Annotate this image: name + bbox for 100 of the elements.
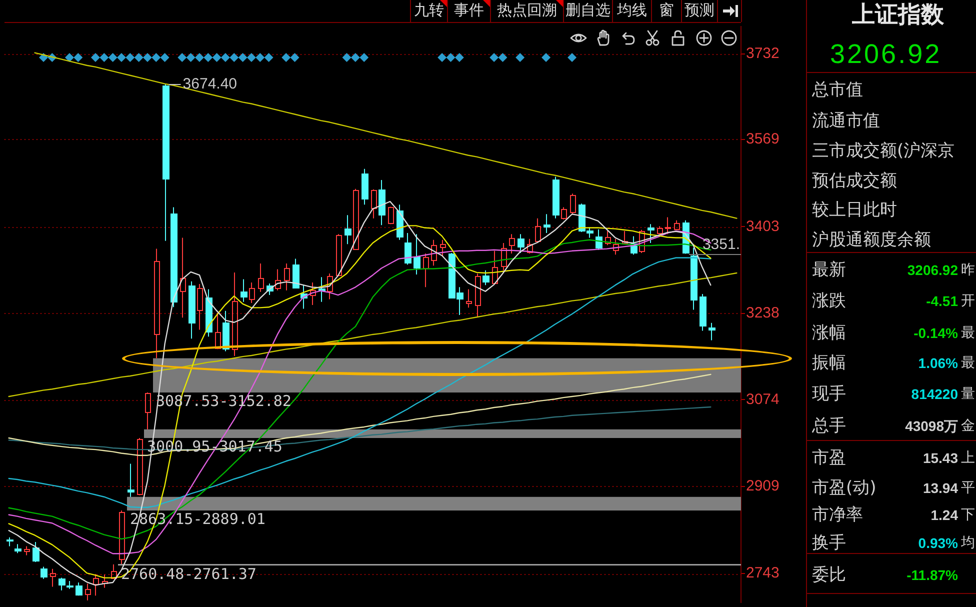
candlestick [180, 237, 186, 318]
candlestick [440, 239, 446, 258]
text: 三市成交额(沪深京 [812, 140, 955, 163]
text: 下 [961, 506, 975, 525]
candlestick [128, 463, 134, 498]
candlestick [414, 234, 420, 276]
candlestick [66, 580, 74, 590]
y-tick-label: 3238 [746, 304, 780, 322]
text: 均线 [617, 1, 647, 20]
candlestick [388, 206, 394, 225]
candlestick [552, 176, 560, 219]
candlestick [284, 263, 290, 291]
candlestick [240, 278, 248, 302]
text: 市净率 [812, 504, 863, 527]
candlestick [6, 536, 14, 547]
candlestick [570, 193, 576, 214]
candlestick [700, 294, 706, 332]
candlestick [544, 214, 550, 234]
text: 事件 [454, 1, 484, 20]
candlestick [232, 272, 238, 357]
text: 开 [961, 292, 975, 311]
candlestick [492, 250, 498, 284]
candlestick [162, 84, 170, 242]
candlestick [14, 544, 22, 554]
candlestick [657, 226, 663, 235]
candlestick [378, 179, 386, 226]
candlestick [310, 282, 316, 306]
text: 涨幅 [812, 322, 846, 345]
candlestick [215, 312, 221, 350]
candlestick [690, 247, 698, 310]
candlestick [665, 216, 671, 235]
candlestick [154, 248, 160, 359]
candlestick [336, 234, 342, 277]
candlestick [561, 206, 567, 220]
text: 814220 [911, 385, 958, 404]
candlestick [404, 232, 412, 266]
y-tick-label: 3569 [746, 130, 780, 148]
text: 涨跌 [812, 290, 846, 313]
candlestick [258, 263, 264, 292]
candlestick [605, 230, 611, 246]
y-tick-label: 3403 [746, 218, 780, 235]
candlestick [24, 546, 30, 556]
text: 最 [961, 324, 975, 343]
text: 上证指数 [852, 1, 944, 29]
text: 平 [961, 479, 975, 498]
text: 沪股通额度余额 [812, 229, 931, 252]
candlestick [327, 273, 333, 300]
candlestick [50, 568, 56, 588]
text: 总手 [812, 415, 846, 438]
candlestick [197, 284, 203, 330]
candlestick [639, 229, 645, 254]
candlestick [318, 276, 326, 302]
text: 金 [961, 417, 975, 436]
text: 15.43 [922, 449, 958, 468]
candlestick [292, 258, 300, 288]
text: 13.94 [922, 479, 958, 498]
candlestick [518, 234, 524, 254]
candlestick [76, 582, 82, 596]
text: 市盈 [812, 447, 846, 470]
text: 预测 [684, 1, 714, 20]
candlestick [423, 253, 429, 288]
text: 换手 [812, 532, 846, 555]
ref-line-label: 3351. [702, 236, 740, 254]
text: 热点回溯 [497, 1, 557, 20]
text: 3206.92 [907, 261, 958, 280]
text: 委比 [812, 564, 846, 587]
candlestick [32, 542, 40, 563]
candlestick [249, 282, 255, 304]
candlestick [111, 564, 117, 580]
candlestick [708, 322, 716, 341]
candlestick [85, 583, 91, 601]
text: -4.51 [926, 292, 958, 311]
text: 上 [961, 449, 975, 468]
text: 最 [961, 354, 975, 373]
candlestick [648, 224, 654, 244]
candlestick [622, 230, 628, 245]
candlestick [93, 574, 99, 596]
text: 均 [961, 534, 975, 553]
text: 1.24 [930, 506, 958, 525]
text: 量 [961, 385, 975, 404]
candlestick [509, 234, 515, 254]
y-tick-label: 3074 [746, 390, 780, 408]
candlestick [353, 188, 359, 250]
annotation: 3674.40 [182, 76, 238, 93]
candlestick [119, 510, 125, 564]
candlestick [371, 188, 377, 219]
candlestick [145, 392, 151, 430]
candlestick [170, 206, 178, 308]
y-tick-label: 3732 [746, 44, 780, 62]
candlestick [102, 574, 108, 588]
candlestick [466, 288, 472, 308]
candlestick [613, 238, 619, 256]
text: 删自选 [566, 1, 610, 20]
candlestick [344, 214, 352, 245]
candlestick [137, 438, 143, 496]
text: 1.06% [918, 354, 958, 373]
candlestick [431, 239, 437, 266]
text: 43098万 [905, 417, 958, 436]
candlestick [188, 280, 196, 340]
text: 预估成交额 [812, 170, 897, 193]
